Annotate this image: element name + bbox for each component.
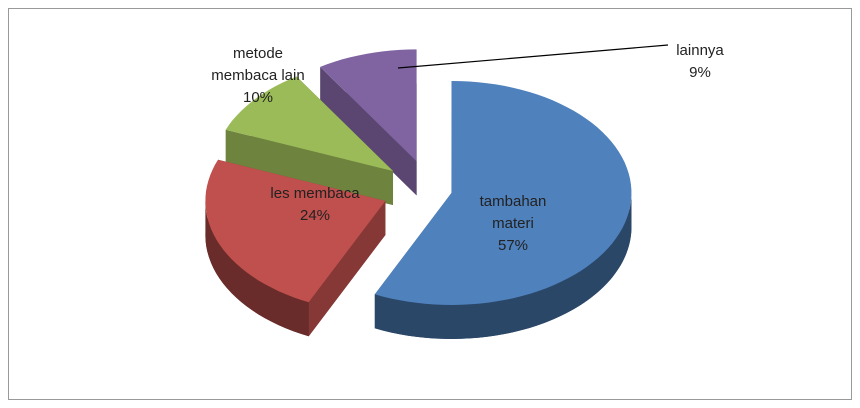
leader-line <box>397 44 669 69</box>
data-label: lainnya 9% <box>660 40 740 84</box>
slice-side <box>205 201 309 337</box>
slice <box>320 49 417 162</box>
slice <box>374 81 632 305</box>
data-label: les membaca 24% <box>245 183 385 227</box>
slice-wall <box>320 66 417 196</box>
value-label: 9% <box>689 64 711 81</box>
slice-wall <box>225 129 394 206</box>
data-label: metode membaca lain 10% <box>203 43 313 109</box>
category-label: metode membaca lain <box>211 45 305 84</box>
value-label: 10% <box>242 89 274 106</box>
value-label: 57% <box>497 237 529 254</box>
category-label: les membaca <box>270 185 360 202</box>
data-label: tambahan materi 57% <box>468 191 558 257</box>
slice <box>205 159 386 303</box>
slice <box>225 76 394 172</box>
category-label: tambahan materi <box>479 193 547 232</box>
value-label: 24% <box>299 207 331 224</box>
category-label: lainnya <box>676 42 724 59</box>
slice-side <box>374 193 632 339</box>
slice-wall <box>308 200 386 337</box>
